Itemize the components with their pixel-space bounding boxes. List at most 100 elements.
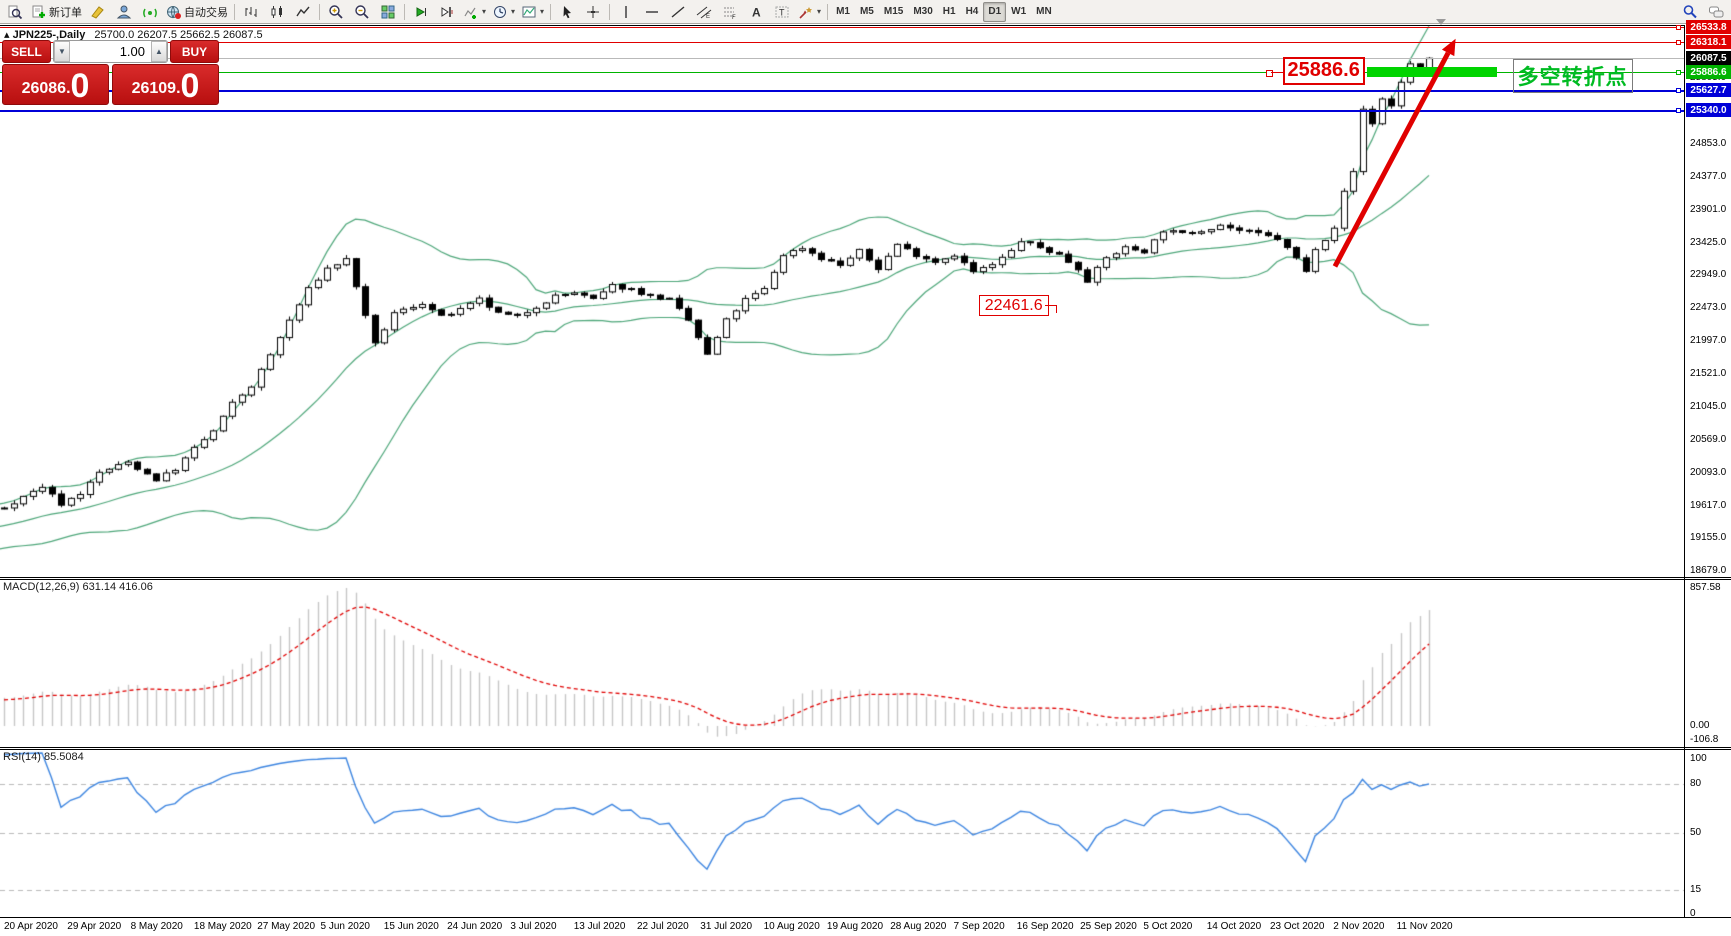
timeframe-button-m30[interactable]: M30 <box>913 6 933 17</box>
price-badge: 25886.6 <box>1686 65 1731 80</box>
user-icon <box>116 4 132 20</box>
volume-input[interactable] <box>70 43 151 60</box>
date-label: 16 Sep 2020 <box>1016 921 1074 932</box>
price-axis-border <box>1684 25 1685 918</box>
price-badge: 25627.7 <box>1686 83 1731 98</box>
zoomin-icon <box>328 4 344 20</box>
horizontal-line-26533.8[interactable] <box>0 27 1684 28</box>
price-tick: 20569.0 <box>1690 434 1727 446</box>
rsi-label: RSI(14) 85.5084 <box>3 751 84 763</box>
macd-label: MACD(12,26,9) 631.14 416.06 <box>3 581 153 593</box>
linechart-icon <box>295 4 311 20</box>
neworder-icon <box>31 4 47 20</box>
horizontal-line-25886.6[interactable] <box>0 72 1684 73</box>
resistance-price-label[interactable]: 25886.6 <box>1282 56 1365 85</box>
timeframe-button-h1[interactable]: H1 <box>942 6 956 17</box>
pivot-point-text-label[interactable]: 多空转折点 <box>1512 59 1633 94</box>
price-tick: 18679.0 <box>1690 565 1727 576</box>
chart-symbol-period: JPN225-,Daily <box>12 29 86 41</box>
date-label: 24 Jun 2020 <box>447 921 503 932</box>
volume-increase-button[interactable]: ▲ <box>151 41 167 62</box>
indicators-button[interactable]: ▾ <box>460 1 489 23</box>
styler-icon[interactable] <box>85 1 111 23</box>
auto-scroll-button[interactable] <box>408 1 434 23</box>
line-chart-button[interactable] <box>290 1 316 23</box>
macd-scale-max: 857.58 <box>1690 582 1721 593</box>
date-axis-border <box>0 917 1731 918</box>
panel-separator[interactable] <box>0 747 1731 748</box>
cursor-button[interactable] <box>554 1 580 23</box>
chat-icon <box>1708 4 1724 20</box>
zoom-in-button[interactable] <box>323 1 349 23</box>
tile-windows-button[interactable] <box>375 1 401 23</box>
text-button[interactable]: A <box>743 1 769 23</box>
accounts-icon[interactable] <box>111 1 137 23</box>
timeframe-button-w1[interactable]: W1 <box>1011 6 1027 17</box>
price-badge: 26533.8 <box>1686 20 1731 35</box>
vline-button[interactable] <box>613 1 639 23</box>
periods-button[interactable]: ▾ <box>489 1 518 23</box>
label-button[interactable]: T <box>769 1 795 23</box>
panel-separator[interactable] <box>0 579 1731 580</box>
horizontal-line-26318.1[interactable] <box>0 42 1684 43</box>
panel-separator[interactable] <box>0 577 1731 578</box>
date-label: 23 Oct 2020 <box>1270 921 1325 932</box>
toolbar-separator <box>827 3 829 20</box>
templates-button[interactable]: ▾ <box>518 1 547 23</box>
vline-icon <box>618 4 634 20</box>
timeframe-button-m1[interactable]: M1 <box>836 6 850 17</box>
zoomout-icon <box>354 4 370 20</box>
timeframe-button-mn[interactable]: MN <box>1036 6 1052 17</box>
buy-button[interactable]: BUY <box>170 40 219 63</box>
tiles-icon <box>380 4 396 20</box>
cursor-icon <box>559 4 575 20</box>
green-highlight-bar[interactable] <box>1367 67 1498 78</box>
timeframe-button-h4[interactable]: H4 <box>965 6 979 17</box>
sell-button[interactable]: SELL <box>2 40 51 63</box>
channel-button[interactable]: E <box>691 1 717 23</box>
price-chart-canvas[interactable] <box>0 25 1684 577</box>
line-anchor-marker <box>1676 70 1681 75</box>
signals-icon[interactable] <box>137 1 163 23</box>
chat-icon[interactable] <box>1703 1 1729 23</box>
support-price-label[interactable]: 22461.6 <box>978 295 1049 317</box>
volume-decrease-button[interactable]: ▼ <box>54 41 70 62</box>
clock-icon <box>492 4 508 20</box>
chart-shift-marker-icon[interactable] <box>1436 19 1447 25</box>
rsi-scale-15: 15 <box>1690 883 1702 895</box>
horizontal-line-25340[interactable] <box>0 110 1684 112</box>
search-icon[interactable] <box>1677 1 1703 23</box>
zoom-out-button[interactable] <box>349 1 375 23</box>
new-order-button[interactable]: 新订单 <box>28 1 85 23</box>
horizontal-line-25627.7[interactable] <box>0 90 1684 92</box>
trendline-button[interactable] <box>665 1 691 23</box>
candle-chart-button[interactable] <box>264 1 290 23</box>
price-tick: 22949.0 <box>1690 269 1727 281</box>
buy-price-pip: 0 <box>180 67 200 105</box>
timeframe-button-m15[interactable]: M15 <box>883 6 904 17</box>
dropdown-caret-icon: ▾ <box>482 7 487 16</box>
preview-icon[interactable] <box>2 1 28 23</box>
line-anchor-marker <box>1676 25 1681 30</box>
chart-shift-button[interactable] <box>434 1 460 23</box>
shapes-icon <box>798 4 814 20</box>
crosshair-button[interactable] <box>580 1 606 23</box>
timeframe-button-d1[interactable]: D1 <box>983 1 1007 22</box>
price-tick: 19617.0 <box>1690 500 1727 512</box>
macd-panel-canvas[interactable] <box>0 581 1684 747</box>
rsi-panel-canvas[interactable] <box>0 751 1684 917</box>
toolbar-separator <box>550 3 552 20</box>
date-label: 28 Aug 2020 <box>890 921 947 932</box>
sell-price-button[interactable]: 26086. 0 <box>2 64 109 105</box>
shapes-button[interactable]: ▾ <box>795 1 824 23</box>
timeframe-button-m5[interactable]: M5 <box>859 6 874 17</box>
panel-separator[interactable] <box>0 749 1731 750</box>
date-label: 15 Jun 2020 <box>383 921 439 932</box>
current-price-line <box>0 58 1684 59</box>
autotrade-button[interactable]: 自动交易 <box>163 1 231 23</box>
fibonacci-button[interactable]: F <box>717 1 743 23</box>
buy-price-button[interactable]: 26109. 0 <box>112 64 219 105</box>
bar-chart-button[interactable] <box>238 1 264 23</box>
hline-button[interactable] <box>639 1 665 23</box>
